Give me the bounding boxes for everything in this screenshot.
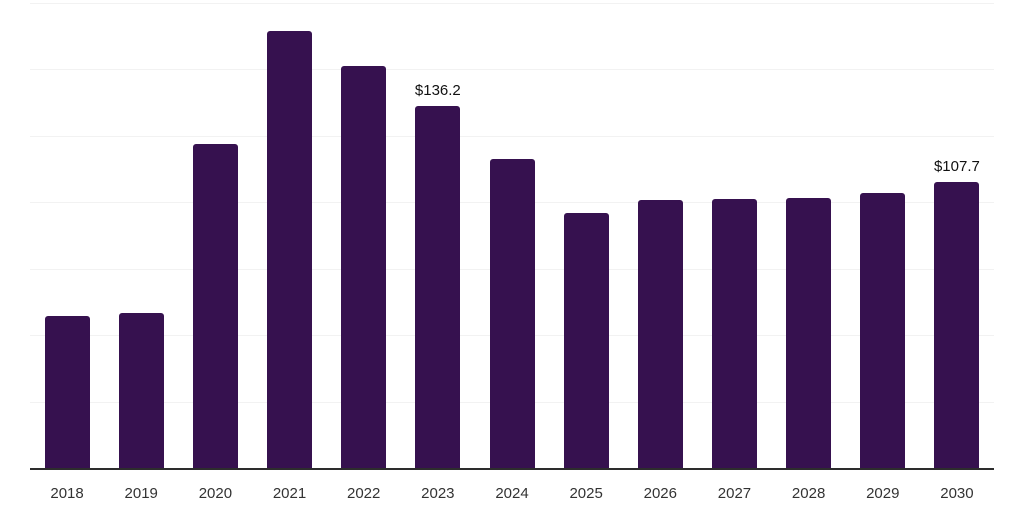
bar-2023 bbox=[415, 105, 461, 468]
bar-2030 bbox=[934, 181, 980, 468]
x-tick-label-2029: 2029 bbox=[866, 485, 900, 502]
bar-2025 bbox=[563, 212, 609, 468]
bar-2027 bbox=[711, 199, 757, 468]
bar-2022 bbox=[341, 66, 387, 468]
x-tick-label-2030: 2030 bbox=[940, 485, 974, 502]
bar-2024 bbox=[489, 158, 535, 468]
data-label-2030: $107.7 bbox=[933, 157, 980, 175]
gridline-150 bbox=[30, 69, 994, 71]
x-tick-label-2025: 2025 bbox=[569, 485, 603, 502]
x-tick-label-2022: 2022 bbox=[347, 485, 381, 502]
bar-2021 bbox=[267, 30, 313, 468]
bar-2028 bbox=[786, 198, 832, 468]
x-tick-label-2019: 2019 bbox=[124, 485, 158, 502]
x-tick-label-2026: 2026 bbox=[643, 485, 677, 502]
data-label-2023: $136.2 bbox=[414, 81, 461, 99]
x-tick-label-2024: 2024 bbox=[495, 485, 529, 502]
x-tick-label-2018: 2018 bbox=[50, 485, 84, 502]
bar-2020 bbox=[192, 144, 238, 468]
x-tick-label-2020: 2020 bbox=[198, 485, 233, 502]
bar-2029 bbox=[860, 193, 906, 468]
x-tick-label-2021: 2021 bbox=[272, 485, 307, 502]
gridline-125 bbox=[30, 135, 994, 137]
x-axis-line bbox=[30, 467, 994, 470]
bar-2019 bbox=[118, 313, 164, 468]
bar-2026 bbox=[637, 199, 683, 468]
x-tick-label-2027: 2027 bbox=[717, 485, 752, 502]
x-tick-label-2023: 2023 bbox=[421, 485, 455, 502]
x-tick-label-2028: 2028 bbox=[791, 485, 826, 502]
bar-2018 bbox=[44, 316, 90, 468]
gridline-175 bbox=[30, 2, 994, 4]
